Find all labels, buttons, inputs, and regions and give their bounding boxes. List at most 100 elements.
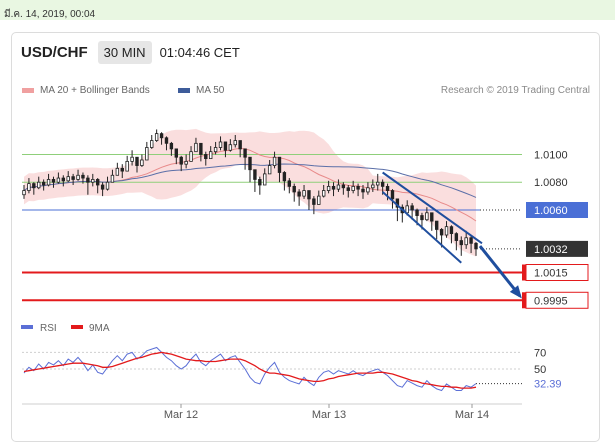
channel-upper-line — [382, 171, 483, 245]
candle-down — [51, 179, 56, 183]
candle-down — [287, 180, 292, 187]
candle-up — [115, 167, 120, 176]
x-tick-label: Mar 12 — [164, 409, 198, 421]
candle-up — [76, 174, 80, 180]
rsi-legend-swatch — [21, 325, 33, 329]
candle-down — [159, 133, 164, 139]
candle-up — [37, 181, 41, 189]
candle-up — [317, 195, 321, 205]
price-label-text-0.9995: 0.9995 — [534, 295, 568, 307]
ma50-swatch — [178, 88, 190, 93]
candle-down — [434, 220, 439, 230]
candle-up — [336, 184, 341, 190]
rsi-tick-70: 70 — [534, 347, 546, 359]
price-label-text-1.0060: 1.0060 — [534, 205, 568, 217]
candle-up — [371, 184, 375, 189]
candle-down — [179, 156, 183, 165]
price-label-box-1.0032 — [526, 240, 588, 257]
candle-down — [41, 181, 46, 186]
candle-up — [110, 174, 115, 183]
candle-down — [341, 184, 346, 189]
candle-down — [95, 179, 100, 186]
candle-down — [174, 148, 179, 158]
candle-down — [415, 209, 419, 216]
candle-down — [430, 212, 434, 222]
candle-up — [194, 142, 198, 153]
symbol-label: USD/CHF — [21, 43, 88, 61]
rsi-panel: 70 50 32.39 — [22, 346, 562, 392]
candle-down — [385, 185, 390, 191]
rsi-line — [23, 346, 477, 392]
candle-down — [253, 169, 257, 180]
candle-down — [346, 187, 350, 191]
price-label-text-1.0080: 1.0080 — [534, 177, 568, 189]
candle-down — [439, 229, 444, 236]
candle-down — [135, 156, 139, 166]
rsi-tick-50: 50 — [534, 364, 546, 376]
price-label-box-1.0060 — [526, 202, 588, 218]
candle-down — [292, 185, 296, 193]
candle-up — [464, 237, 468, 246]
candle-up — [184, 160, 188, 165]
candle-down — [469, 237, 473, 244]
candle-up — [56, 177, 61, 183]
candle-up — [376, 181, 380, 186]
price-label-text-1.0015: 1.0015 — [534, 268, 568, 280]
candle-up — [105, 181, 110, 190]
candle-up — [444, 226, 449, 236]
candle-up — [27, 183, 31, 191]
candle-up — [263, 173, 267, 186]
channel-lines — [381, 171, 483, 264]
timestamp-bar: มี.ค. 14, 2019, 00:04 — [0, 0, 615, 20]
candle-up — [22, 190, 26, 196]
candle-up — [208, 151, 213, 160]
candle-down — [307, 190, 311, 200]
candle-down — [420, 215, 424, 221]
candle-up — [130, 156, 134, 162]
candle-up — [425, 212, 429, 221]
chart-header: USD/CHF 30 MIN 01:04:46 CET — [21, 39, 240, 65]
candle-down — [331, 185, 336, 190]
candle-up — [233, 140, 237, 146]
candle-up — [91, 179, 95, 183]
rsi-legend-label: RSI — [40, 323, 57, 334]
candle-up — [125, 160, 129, 172]
candle-down — [32, 183, 36, 189]
candle-up — [46, 179, 51, 186]
candle-down — [120, 167, 124, 172]
timeframe-badge[interactable]: 30 MIN — [97, 40, 152, 64]
candle-up — [267, 165, 272, 175]
candle-down — [169, 142, 174, 150]
candle-up — [302, 190, 306, 197]
rsi-legend: RSI 9MA — [21, 323, 110, 334]
candle-up — [154, 133, 159, 141]
candle-down — [61, 177, 66, 182]
candle-down — [361, 188, 365, 193]
candle-down — [81, 174, 85, 179]
candle-down — [410, 205, 414, 211]
legend-ma50: MA 50 — [178, 85, 224, 96]
x-tick-label: Mar 14 — [455, 409, 489, 421]
candle-down — [199, 142, 203, 155]
price-labels: 1.0100 1.0080 1.0060 1.0032 1.0015 0.9995 — [522, 149, 589, 309]
price-label-tab-0.9995 — [522, 292, 526, 309]
price-label-text-1.0100: 1.0100 — [534, 149, 568, 161]
forecast-arrow-head — [509, 285, 522, 299]
candle-down — [71, 176, 75, 180]
candle-down — [454, 233, 459, 241]
candle-down — [380, 181, 385, 187]
candle-down — [282, 172, 287, 182]
channel-lower-line — [381, 191, 462, 264]
candle-up — [150, 140, 154, 148]
legend-bollinger-label: MA 20 + Bollinger Bands — [40, 85, 150, 96]
forecast-arrow — [478, 245, 522, 299]
candle-down — [86, 177, 90, 183]
candle-up — [228, 144, 233, 151]
candle-down — [204, 154, 208, 160]
candle-up — [326, 185, 331, 191]
candle-down — [238, 140, 242, 150]
rsi-ma-line — [23, 351, 477, 389]
candle-up — [218, 141, 223, 148]
price-label-tab-1.0015 — [522, 264, 526, 281]
